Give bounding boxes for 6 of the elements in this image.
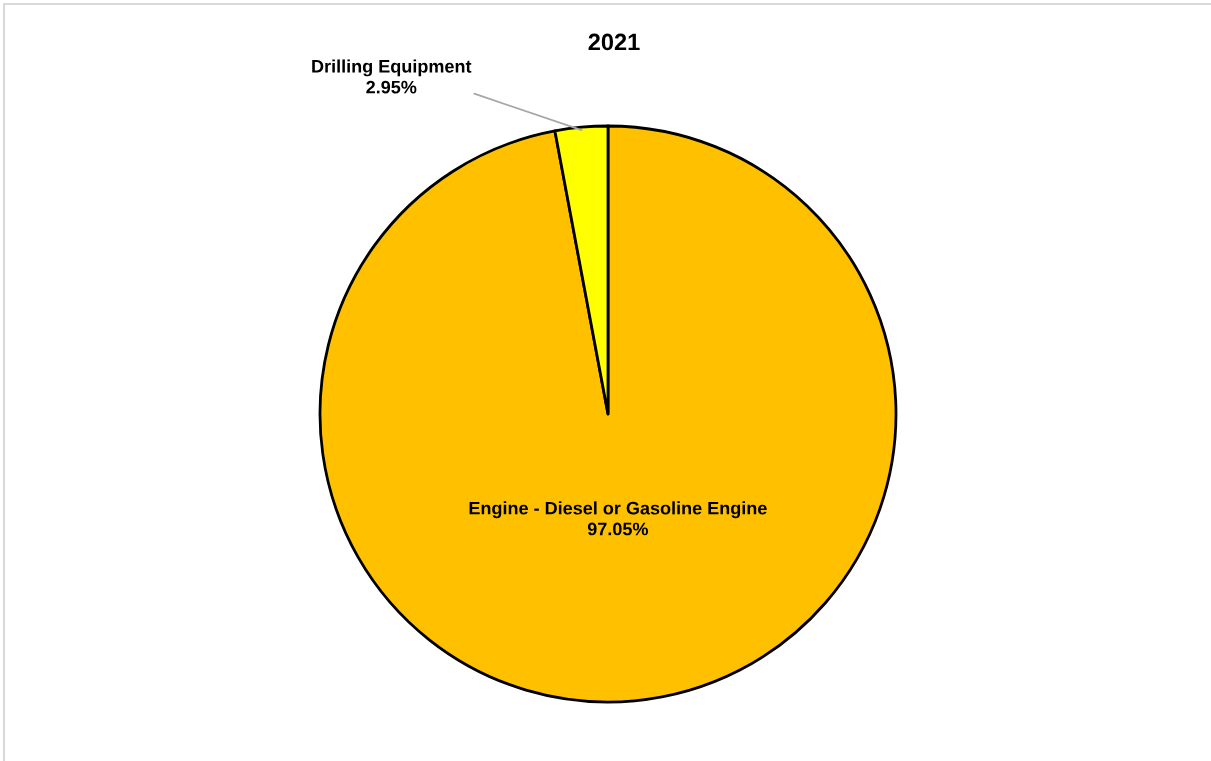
slice-label: Engine - Diesel or Gasoline Engine bbox=[469, 501, 767, 519]
pie-slice bbox=[318, 124, 898, 704]
data-label: 2.95% bbox=[366, 80, 417, 94]
data-label: 97.05% bbox=[587, 522, 649, 536]
chart-title: 2021 bbox=[588, 33, 640, 51]
slice-label: Drilling Equipment bbox=[312, 59, 472, 77]
